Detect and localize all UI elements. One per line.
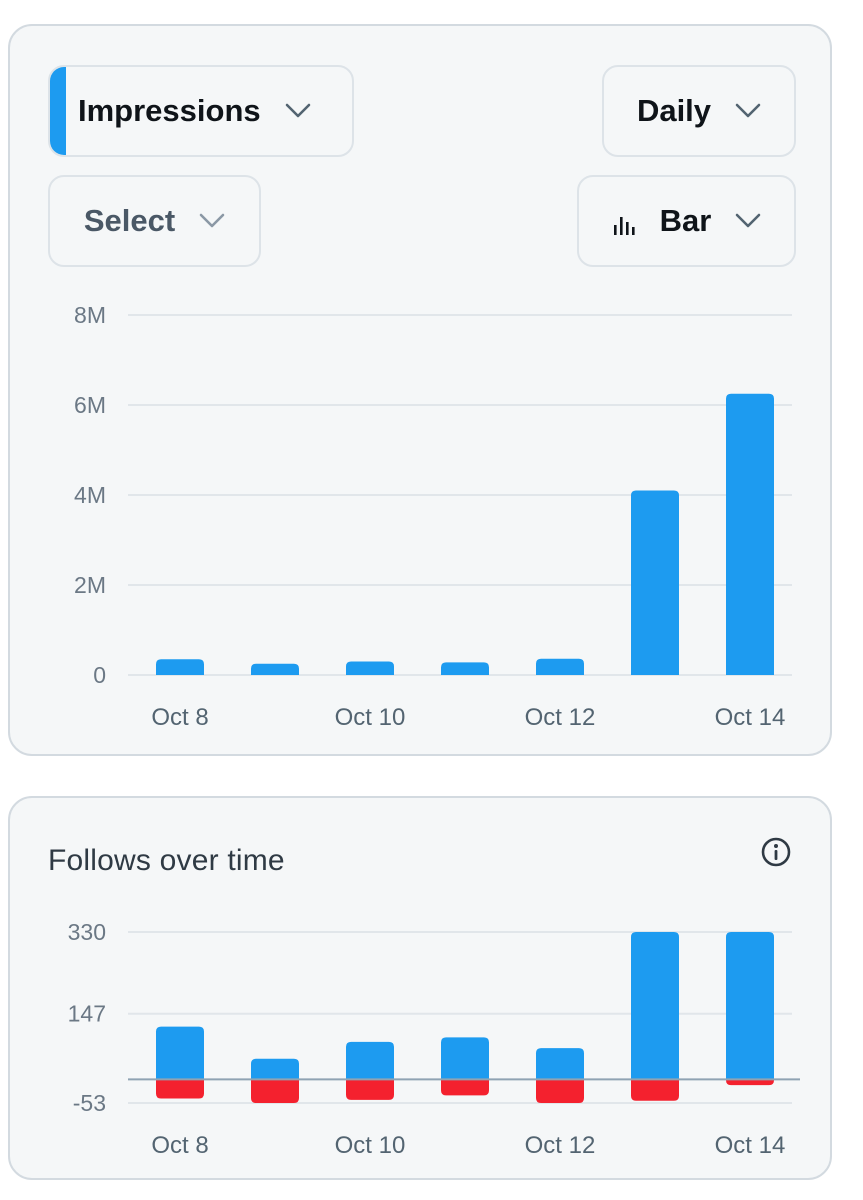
follows-lost-bar [726,1079,774,1086]
impressions-bar [156,659,204,675]
metric-accent-bar [50,67,66,155]
follows-gained-bar [346,1041,394,1080]
follows-card: Follows over time -53 147 330 Oct 8 Oct 10 Oc… [8,796,832,1180]
x-tick-label: Oct 8 [151,1132,208,1159]
follows-lost-bar [631,1079,679,1101]
y-tick-label: 8M [74,302,106,328]
chevron-down-icon [735,213,761,229]
bar-chart-icon [612,209,638,235]
follows-bar-chart: -53 147 330 Oct 8 Oct 10 Oct 12 Oct 14 [68,919,800,1159]
follows-gained-bar [631,932,679,1080]
chart-type-dropdown[interactable]: Bar [577,175,796,267]
card-title: Follows over time [48,844,285,877]
y-tick-label: 6M [74,392,106,418]
impressions-bar [346,661,394,675]
impressions-bar [536,658,584,675]
x-tick-label: Oct 12 [525,704,596,731]
y-tick-label: 4M [74,482,106,508]
chevron-down-icon [735,103,761,119]
compare-dropdown-label: Select [83,203,176,238]
follows-gained-bar [251,1058,299,1080]
chart-type-dropdown-label: Bar [659,203,712,238]
x-tick-label: Oct 12 [525,1132,596,1159]
follows-gained-bar [441,1037,489,1080]
metric-dropdown-label: Impressions [78,93,261,128]
impressions-card: Impressions Daily Select Bar 0 2M 4 [8,24,832,756]
chevron-down-icon [285,103,311,119]
follows-lost-bar [346,1079,394,1100]
follows-lost-bar [441,1079,489,1096]
x-tick-label: Oct 14 [715,1132,786,1159]
x-tick-label: Oct 10 [335,1132,406,1159]
x-tick-label: Oct 8 [151,704,208,731]
follows-lost-bar [156,1079,204,1099]
follows-gained-bar [156,1026,204,1080]
y-tick-label: 2M [74,572,106,598]
impressions-bar-chart: 0 2M 4M 6M 8M Oct 8 Oct 10 Oct 12 Oct 14 [74,302,792,731]
follows-lost-bar [536,1079,584,1103]
impressions-bar [726,393,774,675]
compare-dropdown[interactable]: Select [48,175,261,267]
period-dropdown-label: Daily [636,93,712,128]
period-dropdown[interactable]: Daily [602,65,796,157]
follows-gained-bar [536,1048,584,1080]
impressions-bar [631,490,679,675]
y-tick-label: 0 [93,662,106,688]
metric-dropdown[interactable]: Impressions [48,65,354,157]
y-tick-label: 330 [68,919,106,945]
x-tick-label: Oct 10 [335,704,406,731]
info-icon[interactable] [760,836,792,868]
x-tick-label: Oct 14 [715,704,786,731]
follows-lost-bar [251,1079,299,1103]
impressions-bar [441,662,489,675]
y-tick-label: 147 [68,1001,106,1027]
impressions-bar [251,663,299,675]
y-tick-label: -53 [73,1090,106,1116]
follows-gained-bar [726,932,774,1080]
chevron-down-icon [199,213,225,229]
